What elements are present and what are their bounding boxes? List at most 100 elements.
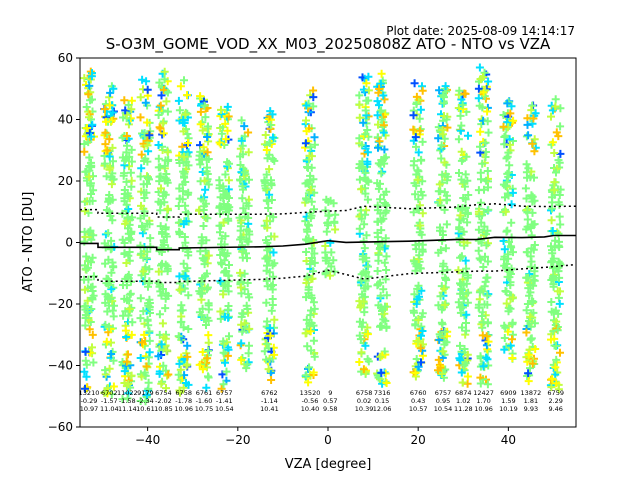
data-point [501,131,510,140]
data-point [550,149,559,157]
data-point [184,188,193,197]
bin-stat-label: 2.29 [548,397,562,405]
data-point [476,379,485,388]
bin-stat-label: 9179 [137,389,154,397]
bin-stat-label: 1.70 [476,397,490,405]
data-point [156,206,165,215]
data-point [140,207,149,216]
bin-stat-label: 6757 [216,389,233,397]
data-point [236,175,244,184]
bin-stat-label: -1.14 [261,397,278,405]
data-point [411,190,420,199]
data-point [548,227,557,235]
data-point [530,276,539,285]
data-point [184,251,193,260]
data-point [268,110,277,119]
bin-stat-label: 10.54 [215,405,234,413]
data-point [457,147,466,156]
data-point [145,336,154,345]
data-point [439,91,448,100]
data-point [526,288,535,297]
data-point [506,242,515,251]
data-point [528,139,537,148]
data-point [101,128,110,137]
bin-stat-label: 13210 [79,389,100,397]
data-point [481,252,489,261]
data-point [242,225,251,234]
bin-stat-label: 12427 [473,389,494,397]
data-point [237,233,246,242]
data-point [462,326,471,335]
data-point [554,229,563,238]
bin-stat-label: 10.39 [355,405,374,413]
data-point [414,362,423,371]
data-point [454,135,463,144]
data-point [163,88,172,97]
data-point [458,179,467,188]
data-point [415,114,424,123]
data-point [417,230,426,239]
data-point [137,249,146,258]
data-point [270,350,279,359]
data-point [181,201,190,210]
data-point [329,256,338,265]
data-point [176,365,185,374]
data-point [200,260,209,269]
data-point [81,302,90,310]
data-point [483,257,492,266]
data-point [505,140,514,149]
data-point [125,290,134,299]
data-point [127,229,136,238]
x-tick-label: 20 [411,433,426,447]
data-point [500,334,509,342]
data-point [547,276,556,284]
data-point [555,200,564,209]
data-point [479,318,488,327]
data-point [505,238,513,246]
data-point [414,205,423,214]
data-point [364,262,372,271]
data-point [306,327,315,336]
data-point [522,306,531,315]
data-point [140,157,149,165]
data-point [219,218,228,227]
data-point [327,248,336,257]
bin-stat-label: -2.02 [155,397,172,405]
data-point [551,102,560,111]
bin-stat-label: 1.59 [501,397,515,405]
data-point [175,194,184,203]
data-point [163,371,172,380]
data-point [262,216,271,225]
data-point [377,368,386,377]
data-point [109,356,118,365]
data-point [88,295,97,304]
data-point [554,132,563,141]
data-point [84,138,93,147]
data-point [530,196,539,205]
data-point [81,321,90,330]
data-point [484,337,493,346]
data-point [176,82,185,91]
data-point [106,88,115,97]
data-point [85,325,94,334]
data-point [145,327,154,336]
data-point [361,276,370,285]
data-point [355,113,364,122]
data-point [483,107,492,116]
mean-line [80,234,576,251]
bin-stat-label: 10.97 [80,405,99,413]
data-point [310,205,318,214]
data-point [121,326,130,335]
data-point [531,109,540,118]
bin-stat-label: 10.19 [499,405,518,413]
data-point [198,289,207,298]
data-point [267,176,275,185]
bin-stat-label: 10.61 [136,405,155,413]
data-point [360,292,369,301]
data-point [179,259,188,268]
data-point [244,201,253,210]
data-point [442,338,451,347]
data-point [529,245,538,254]
data-point [265,165,274,174]
bin-stat-label: 9.58 [323,405,337,413]
